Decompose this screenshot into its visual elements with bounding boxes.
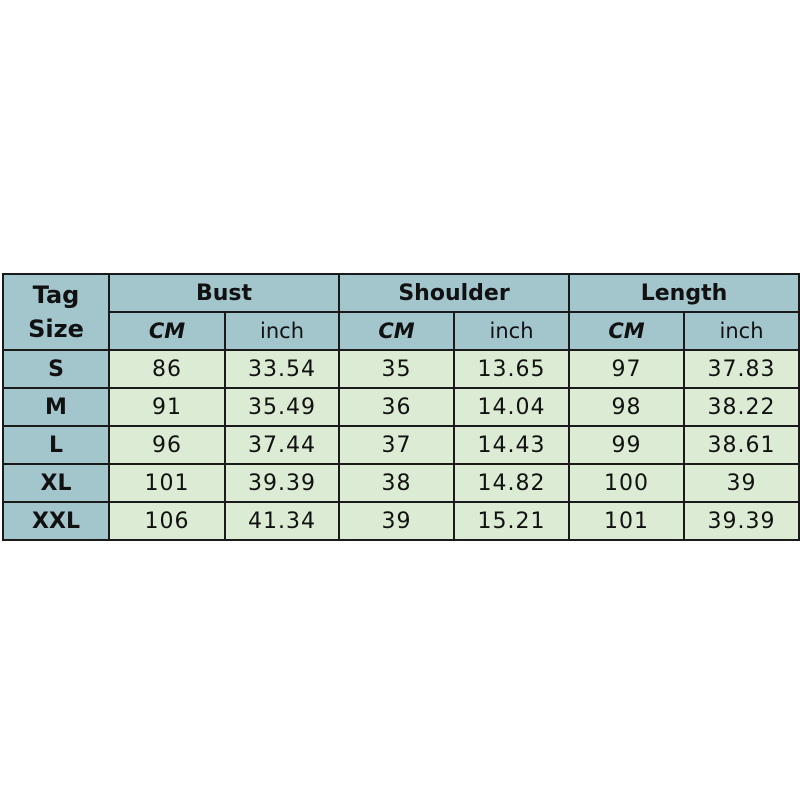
value-cell: 101: [108, 463, 226, 503]
unit-header: inch: [453, 311, 570, 351]
value-cell: 37: [338, 425, 455, 465]
size-cell: XXL: [2, 501, 110, 541]
unit-header: inch: [683, 311, 800, 351]
value-cell: 35: [338, 349, 455, 389]
group-header-length: Length: [568, 273, 800, 313]
value-cell: 99: [568, 425, 685, 465]
value-cell: 97: [568, 349, 685, 389]
table-row: L 96 37.44 37 14.43 99 38.61: [2, 425, 800, 465]
value-cell: 101: [568, 501, 685, 541]
size-cell: L: [2, 425, 110, 465]
group-header-shoulder: Shoulder: [338, 273, 570, 313]
value-cell: 39.39: [224, 463, 340, 503]
value-cell: 86: [108, 349, 226, 389]
tag-size-header: Tag Size: [2, 273, 110, 351]
value-cell: 38: [338, 463, 455, 503]
unit-header: inch: [224, 311, 340, 351]
table-row: XXL 106 41.34 39 15.21 101 39.39: [2, 501, 800, 541]
header-row-groups: Tag Size Bust Shoulder Length: [2, 273, 800, 351]
table-row: M 91 35.49 36 14.04 98 38.22: [2, 387, 800, 427]
size-cell: XL: [2, 463, 110, 503]
value-cell: 100: [568, 463, 685, 503]
size-chart-table: Tag Size Bust Shoulder Length CM inch CM…: [2, 273, 800, 541]
unit-header: CM: [108, 311, 226, 351]
value-cell: 37.44: [224, 425, 340, 465]
value-cell: 14.82: [453, 463, 570, 503]
value-cell: 38.22: [683, 387, 800, 427]
value-cell: 36: [338, 387, 455, 427]
header-row-units: CM inch CM inch CM inch: [3, 311, 800, 351]
value-cell: 35.49: [224, 387, 340, 427]
value-cell: 38.61: [683, 425, 800, 465]
tag-label: Tag: [32, 281, 80, 309]
value-cell: 15.21: [453, 501, 570, 541]
value-cell: 37.83: [683, 349, 800, 389]
value-cell: 98: [568, 387, 685, 427]
unit-header: CM: [338, 311, 455, 351]
value-cell: 106: [108, 501, 226, 541]
value-cell: 96: [108, 425, 226, 465]
size-cell: M: [2, 387, 110, 427]
size-label: Size: [28, 315, 84, 343]
table-row: XL 101 39.39 38 14.82 100 39: [2, 463, 800, 503]
value-cell: 39: [683, 463, 800, 503]
value-cell: 41.34: [224, 501, 340, 541]
value-cell: 13.65: [453, 349, 570, 389]
value-cell: 14.04: [453, 387, 570, 427]
size-cell: S: [2, 349, 110, 389]
table-row: S 86 33.54 35 13.65 97 37.83: [2, 349, 800, 389]
value-cell: 39: [338, 501, 455, 541]
value-cell: 39.39: [683, 501, 800, 541]
value-cell: 33.54: [224, 349, 340, 389]
value-cell: 91: [108, 387, 226, 427]
group-header-bust: Bust: [108, 273, 340, 313]
value-cell: 14.43: [453, 425, 570, 465]
unit-header: CM: [568, 311, 685, 351]
